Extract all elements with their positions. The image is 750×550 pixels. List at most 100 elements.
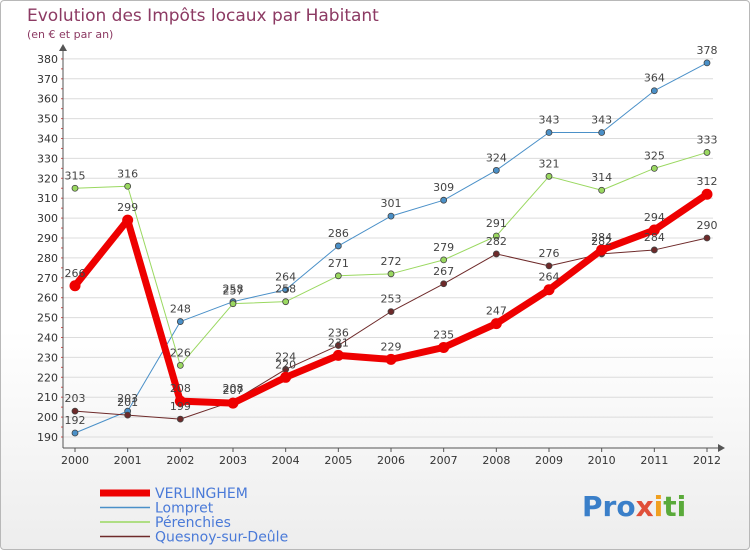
data-point bbox=[387, 212, 395, 220]
data-point bbox=[387, 308, 395, 316]
x-tick-label: 2007 bbox=[430, 454, 458, 467]
y-tick-label: 370 bbox=[37, 73, 58, 86]
data-label: 248 bbox=[170, 303, 191, 316]
data-label: 224 bbox=[275, 350, 296, 363]
data-label: 276 bbox=[539, 247, 560, 260]
data-point bbox=[282, 286, 290, 294]
y-tick-label: 280 bbox=[37, 252, 58, 265]
data-label: 312 bbox=[697, 175, 718, 188]
data-point bbox=[387, 270, 395, 278]
x-tick-label: 2004 bbox=[272, 454, 300, 467]
data-point bbox=[334, 342, 342, 349]
data-label: 267 bbox=[433, 265, 454, 278]
data-point bbox=[545, 262, 553, 270]
data-point bbox=[490, 318, 502, 330]
data-point bbox=[703, 149, 711, 156]
data-point bbox=[280, 371, 292, 383]
data-point bbox=[596, 244, 608, 256]
legend-label: Pérenchies bbox=[155, 515, 231, 531]
data-point bbox=[124, 182, 132, 190]
y-tick-label: 350 bbox=[37, 113, 58, 126]
data-point bbox=[440, 256, 448, 264]
data-label: 231 bbox=[328, 336, 349, 349]
data-point bbox=[440, 280, 448, 288]
proxiti-logo: Proxiti bbox=[582, 490, 686, 523]
data-point bbox=[332, 349, 344, 361]
data-label: 229 bbox=[381, 340, 402, 353]
data-label: 291 bbox=[486, 217, 507, 230]
logo-part: x bbox=[635, 490, 654, 523]
y-axis-arrow bbox=[59, 44, 67, 51]
y-tick-label: 210 bbox=[37, 391, 58, 404]
x-tick-labels: 2000 2001 2002 2003 2004 2005 2006 2007 2008 2009… bbox=[61, 454, 721, 467]
data-label: 279 bbox=[433, 241, 454, 254]
data-label: 271 bbox=[328, 257, 349, 270]
data-label: 247 bbox=[486, 305, 507, 318]
data-point bbox=[69, 280, 81, 292]
series-lines bbox=[69, 59, 713, 437]
data-label: 315 bbox=[65, 169, 86, 182]
data-label: 290 bbox=[697, 219, 718, 232]
y-tick-label: 260 bbox=[37, 292, 58, 305]
data-label: 258 bbox=[275, 283, 296, 296]
data-label: 266 bbox=[65, 267, 86, 280]
data-label: 284 bbox=[591, 231, 612, 244]
data-label: 321 bbox=[539, 157, 560, 170]
data-point bbox=[71, 407, 79, 415]
y-tick-label: 220 bbox=[37, 371, 58, 384]
y-tick-label: 290 bbox=[37, 232, 58, 245]
legend: VERLINGHEMLompretPérenchiesQuesnoy-sur-D… bbox=[100, 486, 288, 546]
data-point bbox=[598, 186, 606, 194]
data-point bbox=[385, 353, 397, 365]
data-point bbox=[703, 234, 711, 242]
y-tick-labels: 190 200 210 220 230 240 250 260 270 280 290 300 310 3… bbox=[37, 53, 58, 444]
data-label: 324 bbox=[486, 151, 507, 164]
data-label: 286 bbox=[328, 227, 349, 240]
data-label: 207 bbox=[223, 384, 244, 397]
data-point bbox=[492, 250, 500, 258]
x-tick-label: 2009 bbox=[535, 454, 563, 467]
data-label: 253 bbox=[381, 293, 402, 306]
y-tick-label: 190 bbox=[37, 431, 58, 444]
data-label: 264 bbox=[275, 271, 296, 284]
data-label: 364 bbox=[644, 72, 665, 85]
data-point bbox=[650, 246, 658, 254]
y-tick-label: 250 bbox=[37, 312, 58, 325]
logo-part: ti bbox=[663, 490, 687, 523]
y-tick-label: 310 bbox=[37, 192, 58, 205]
data-point bbox=[703, 59, 711, 67]
y-tick-label: 200 bbox=[37, 411, 58, 424]
data-point bbox=[176, 361, 184, 369]
data-label: 378 bbox=[697, 44, 718, 57]
data-label: 203 bbox=[117, 392, 138, 405]
legend-label: VERLINGHEM bbox=[155, 486, 248, 502]
data-point bbox=[176, 318, 184, 325]
y-tick-label: 340 bbox=[37, 133, 58, 146]
y-tick-label: 240 bbox=[37, 332, 58, 345]
data-point bbox=[282, 298, 290, 306]
axes bbox=[59, 44, 725, 452]
chart-title: Evolution des Impôts locaux par Habitant bbox=[27, 6, 379, 26]
data-label: 235 bbox=[433, 328, 454, 341]
data-point bbox=[545, 172, 553, 180]
x-tick-label: 2010 bbox=[588, 454, 616, 467]
data-label: 236 bbox=[328, 326, 349, 339]
logo-part: Pro bbox=[582, 490, 636, 523]
x-tick-label: 2002 bbox=[166, 454, 194, 467]
data-label: 294 bbox=[644, 211, 665, 224]
data-point bbox=[71, 184, 79, 192]
x-tick-label: 2012 bbox=[693, 454, 721, 467]
y-tick-label: 300 bbox=[37, 212, 58, 225]
data-point bbox=[334, 272, 342, 280]
data-label: 258 bbox=[223, 283, 244, 296]
x-tick-label: 2003 bbox=[219, 454, 247, 467]
x-tick-label: 2001 bbox=[114, 454, 142, 467]
data-label: 264 bbox=[539, 271, 560, 284]
data-point bbox=[701, 188, 713, 200]
data-label: 316 bbox=[117, 167, 138, 180]
logo-part: i bbox=[653, 490, 664, 523]
data-label: 199 bbox=[170, 400, 191, 413]
